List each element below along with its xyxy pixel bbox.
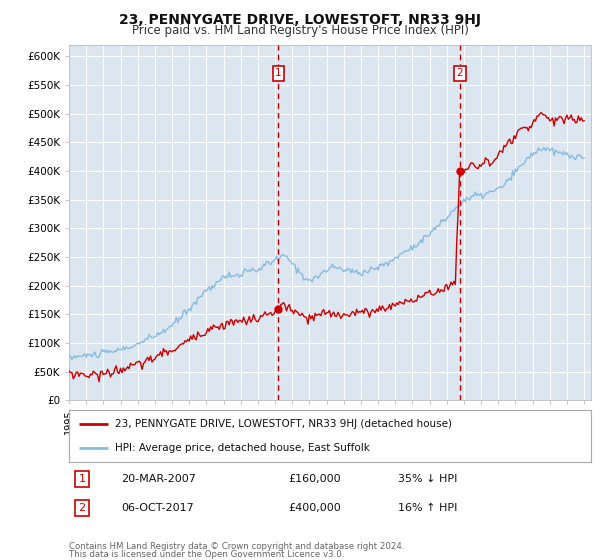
- Text: 1: 1: [275, 68, 282, 78]
- Text: £400,000: £400,000: [288, 503, 341, 513]
- Text: 2: 2: [79, 503, 86, 513]
- Text: Price paid vs. HM Land Registry's House Price Index (HPI): Price paid vs. HM Land Registry's House …: [131, 24, 469, 36]
- Text: £160,000: £160,000: [288, 474, 341, 484]
- Text: 35% ↓ HPI: 35% ↓ HPI: [398, 474, 457, 484]
- Text: 20-MAR-2007: 20-MAR-2007: [121, 474, 196, 484]
- Text: 16% ↑ HPI: 16% ↑ HPI: [398, 503, 457, 513]
- Text: Contains HM Land Registry data © Crown copyright and database right 2024.: Contains HM Land Registry data © Crown c…: [69, 542, 404, 551]
- Text: HPI: Average price, detached house, East Suffolk: HPI: Average price, detached house, East…: [115, 443, 370, 453]
- Text: 06-OCT-2017: 06-OCT-2017: [121, 503, 194, 513]
- Text: 2: 2: [457, 68, 463, 78]
- Text: 23, PENNYGATE DRIVE, LOWESTOFT, NR33 9HJ: 23, PENNYGATE DRIVE, LOWESTOFT, NR33 9HJ: [119, 13, 481, 27]
- Text: 23, PENNYGATE DRIVE, LOWESTOFT, NR33 9HJ (detached house): 23, PENNYGATE DRIVE, LOWESTOFT, NR33 9HJ…: [115, 419, 452, 430]
- Text: This data is licensed under the Open Government Licence v3.0.: This data is licensed under the Open Gov…: [69, 550, 344, 559]
- Text: 1: 1: [79, 474, 86, 484]
